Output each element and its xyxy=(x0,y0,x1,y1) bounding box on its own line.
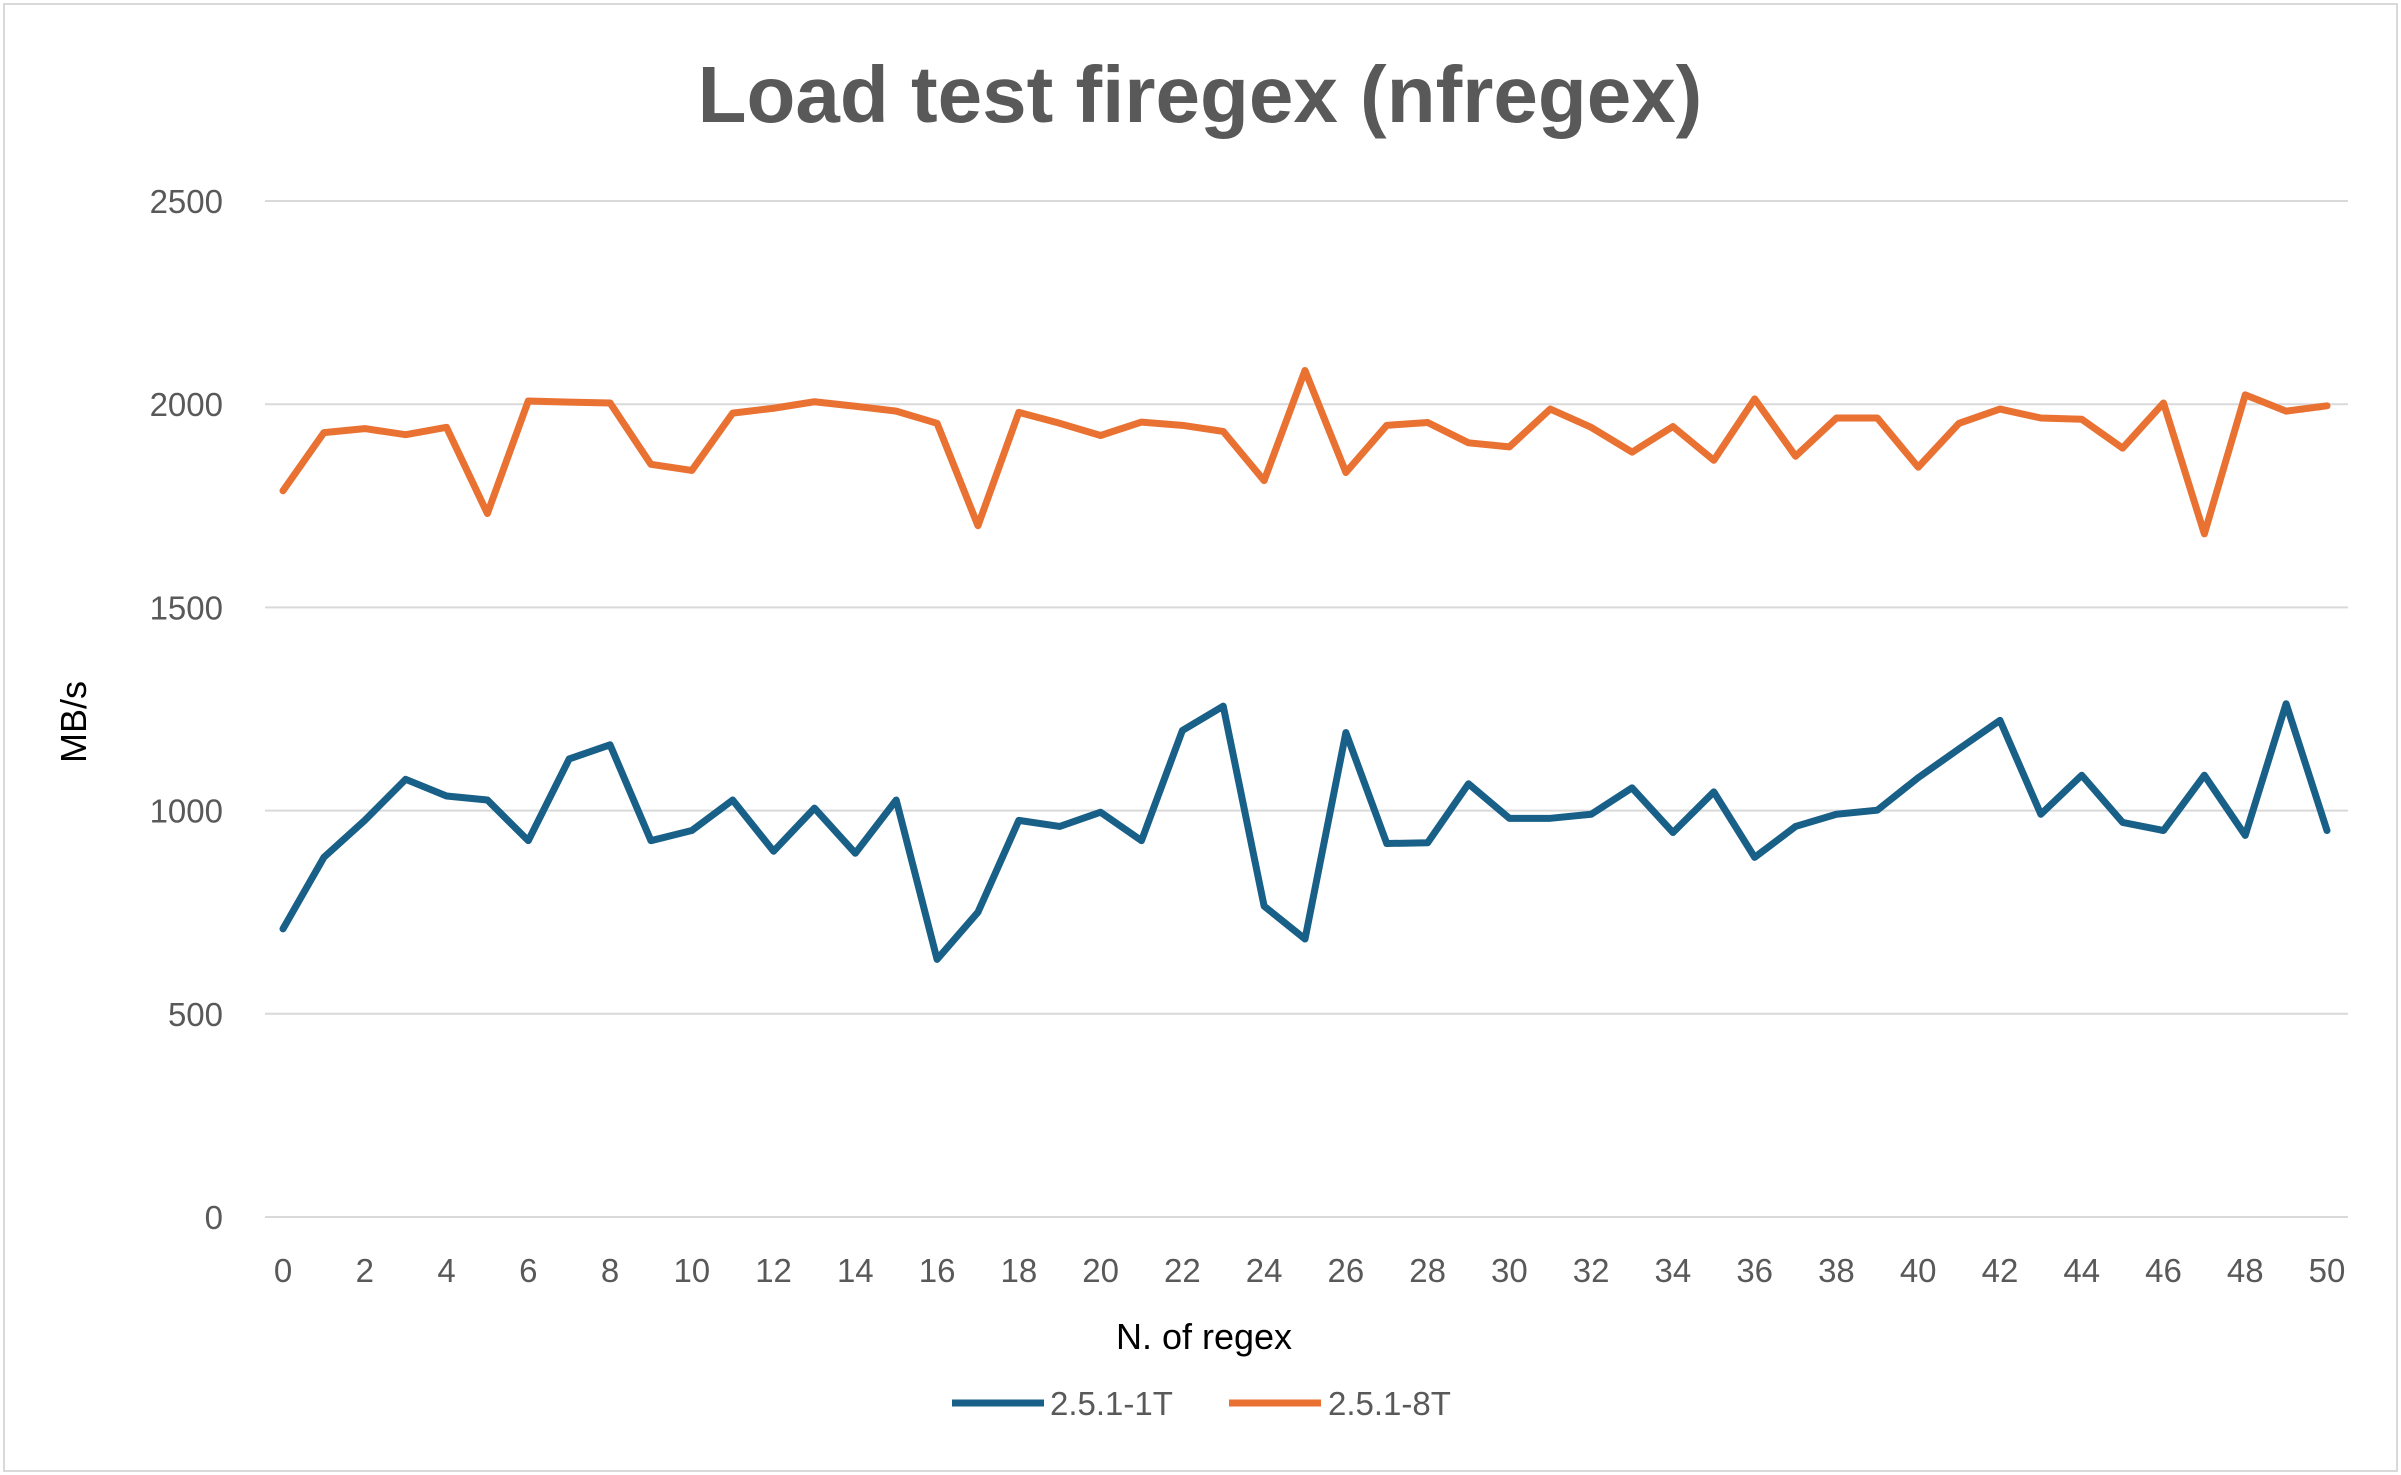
x-tick-label: 36 xyxy=(1736,1252,1773,1289)
x-tick-label: 34 xyxy=(1655,1252,1692,1289)
x-tick-label: 46 xyxy=(2145,1252,2182,1289)
x-tick-label: 20 xyxy=(1082,1252,1119,1289)
legend-item-1t[interactable]: 2.5.1-1T xyxy=(952,1385,1173,1422)
x-tick-label: 44 xyxy=(2063,1252,2100,1289)
series-lines xyxy=(279,366,2331,963)
x-tick-label: 2 xyxy=(356,1252,374,1289)
legend-label-8t: 2.5.1-8T xyxy=(1328,1385,1451,1422)
y-tick-label: 2500 xyxy=(150,183,223,220)
x-tick-label: 24 xyxy=(1246,1252,1283,1289)
legend-label-1t: 2.5.1-1T xyxy=(1050,1385,1173,1422)
chart-title: Load test firegex (nfregex) xyxy=(698,50,1703,139)
chart-border xyxy=(3,3,2398,1472)
y-tick-label: 2000 xyxy=(150,386,223,423)
legend: 2.5.1-1T 2.5.1-8T xyxy=(952,1385,1451,1422)
legend-item-8t[interactable]: 2.5.1-8T xyxy=(1229,1385,1451,1422)
y-tick-label: 500 xyxy=(168,996,223,1033)
x-tick-label: 50 xyxy=(2309,1252,2346,1289)
x-tick-label: 16 xyxy=(919,1252,956,1289)
x-tick-label: 32 xyxy=(1573,1252,1610,1289)
x-tick-label: 14 xyxy=(837,1252,874,1289)
x-tick-label: 42 xyxy=(1982,1252,2019,1289)
x-tick-label: 30 xyxy=(1491,1252,1528,1289)
x-tick-label: 22 xyxy=(1164,1252,1201,1289)
x-tick-labels: 0 2 4 6 8 10 12 14 16 18 20 22 24 26 28 30 32 34 36 38 40 42 4… xyxy=(274,1252,2346,1289)
x-tick-label: 38 xyxy=(1818,1252,1855,1289)
x-tick-label: 26 xyxy=(1328,1252,1365,1289)
x-tick-label: 48 xyxy=(2227,1252,2264,1289)
y-tick-label: 1500 xyxy=(150,589,223,626)
x-tick-label: 18 xyxy=(1000,1252,1037,1289)
y-tick-labels: 0 500 1000 1500 2000 2500 xyxy=(150,183,223,1236)
x-tick-label: 8 xyxy=(601,1252,619,1289)
y-tick-label: 1000 xyxy=(150,793,223,830)
x-tick-label: 40 xyxy=(1900,1252,1937,1289)
x-tick-label: 4 xyxy=(437,1252,455,1289)
y-axis-label: MB/s xyxy=(53,681,94,763)
x-tick-label: 10 xyxy=(673,1252,710,1289)
x-tick-label: 28 xyxy=(1409,1252,1446,1289)
x-tick-label: 6 xyxy=(519,1252,537,1289)
x-axis-label: N. of regex xyxy=(1116,1316,1292,1357)
x-tick-label: 0 xyxy=(274,1252,292,1289)
y-tick-label: 0 xyxy=(205,1199,223,1236)
x-tick-label: 12 xyxy=(755,1252,792,1289)
